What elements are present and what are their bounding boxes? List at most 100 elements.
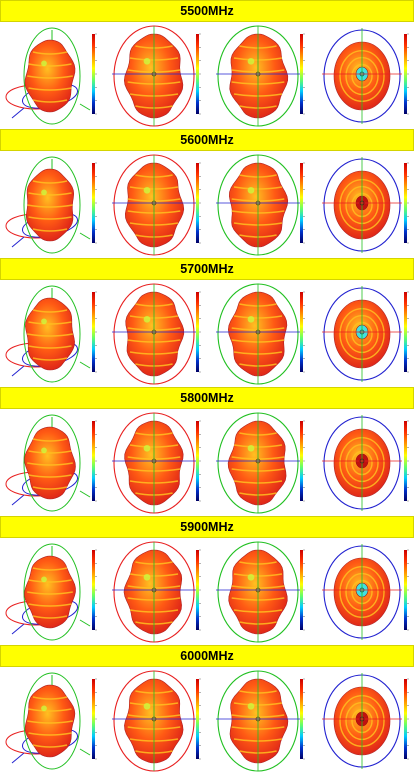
- lobe-highlight: [247, 57, 255, 65]
- lobe-ridge: [32, 180, 68, 184]
- lobe-highlight: [41, 576, 47, 583]
- colorbar-gradient: [92, 292, 95, 372]
- lobe-ridge: [28, 732, 72, 736]
- lobe-highlight: [247, 315, 255, 323]
- lobe-highlight: [143, 315, 151, 323]
- lobe-body: [24, 39, 76, 113]
- lobe-ridge: [32, 228, 68, 232]
- y-axis: [79, 232, 91, 240]
- colorbar: [196, 291, 201, 373]
- lobe-ridge: [28, 216, 72, 220]
- colorbar-gradient: [92, 421, 95, 501]
- pattern-views-svg: [5, 283, 409, 385]
- yz-plane-pattern: [216, 670, 305, 772]
- colorbar: [196, 549, 201, 631]
- colorbar-gradient: [92, 34, 95, 114]
- x-axis: [11, 752, 25, 764]
- radiation-lobe: [24, 684, 76, 758]
- xy-plane-pattern: [322, 544, 409, 640]
- colorbar: [300, 549, 305, 631]
- y-axis: [79, 748, 91, 756]
- origin-marker: [151, 458, 157, 464]
- lobe-highlight: [247, 186, 255, 194]
- origin-marker: [359, 71, 365, 77]
- colorbar-gradient: [196, 550, 199, 630]
- xy-plane-pattern: [322, 28, 409, 124]
- isometric-3d-pattern: [5, 672, 97, 770]
- lobe-ridge: [32, 696, 68, 700]
- pattern-views-svg: [5, 25, 409, 127]
- ring-yz: [23, 156, 81, 254]
- colorbar: [404, 33, 409, 115]
- y-axis: [79, 490, 91, 498]
- y-axis: [79, 619, 91, 627]
- pattern-views-row: [0, 409, 416, 516]
- colorbar-gradient: [196, 163, 199, 243]
- lobe-ridge: [27, 720, 73, 724]
- lobe-ridge: [28, 192, 72, 196]
- pattern-views-row: [0, 22, 416, 129]
- colorbar: [404, 420, 409, 502]
- frequency-label: 5500MHz: [0, 0, 414, 22]
- lobe-highlight: [41, 705, 47, 712]
- isometric-3d-pattern: [5, 285, 97, 383]
- colorbar-gradient: [300, 679, 303, 759]
- xz-plane-pattern: [112, 283, 201, 385]
- pattern-views-row: [0, 280, 416, 387]
- pattern-views-row: [0, 151, 416, 258]
- lobe-highlight: [247, 573, 255, 581]
- lobe-highlight: [41, 60, 47, 67]
- ring-yz: [23, 414, 81, 512]
- pattern-views-svg: [5, 412, 409, 514]
- x-axis: [11, 236, 25, 248]
- colorbar-gradient: [404, 163, 407, 243]
- isometric-3d-pattern: [5, 156, 97, 254]
- ring-yz: [23, 285, 81, 383]
- xy-plane-pattern: [322, 415, 409, 511]
- colorbar-gradient: [300, 421, 303, 501]
- lobe-ridge: [32, 438, 68, 442]
- colorbar-gradient: [404, 550, 407, 630]
- lobe-ridge: [32, 99, 68, 103]
- colorbar-gradient: [300, 292, 303, 372]
- radiation-lobe: [24, 555, 76, 629]
- lobe-highlight: [143, 57, 151, 65]
- lobe-highlight: [41, 447, 47, 454]
- lobe-ridge: [27, 591, 73, 595]
- frequency-label: 5800MHz: [0, 387, 414, 409]
- colorbar: [404, 162, 409, 244]
- colorbar: [196, 678, 201, 760]
- lobe-ridge: [32, 357, 68, 361]
- yz-plane-pattern: [216, 412, 305, 514]
- radiation-lobe: [24, 39, 76, 113]
- x-axis: [11, 107, 25, 119]
- lobe-ridge: [28, 63, 72, 67]
- lobe-body: [24, 684, 76, 758]
- origin-marker: [151, 71, 157, 77]
- origin-marker: [255, 329, 261, 335]
- lobe-ridge: [28, 708, 72, 712]
- origin-marker: [359, 200, 365, 206]
- xz-plane-pattern: [112, 412, 201, 514]
- ring-yz: [23, 543, 81, 641]
- origin-marker: [151, 587, 157, 593]
- colorbar: [92, 420, 97, 502]
- y-axis: [79, 361, 91, 369]
- colorbar-gradient: [196, 292, 199, 372]
- radiation-lobe: [25, 168, 75, 242]
- origin-marker: [359, 458, 365, 464]
- xy-plane-pattern: [322, 286, 409, 382]
- x-axis: [11, 365, 25, 377]
- origin-marker: [255, 458, 261, 464]
- lobe-ridge: [27, 204, 73, 208]
- lobe-highlight: [143, 186, 151, 194]
- colorbar: [92, 678, 97, 760]
- xz-plane-pattern: [112, 541, 201, 643]
- origin-marker: [359, 716, 365, 722]
- radiation-lobe: [25, 297, 75, 371]
- colorbar-gradient: [404, 34, 407, 114]
- colorbar-gradient: [196, 34, 199, 114]
- origin-marker: [359, 587, 365, 593]
- colorbar: [300, 33, 305, 115]
- xz-plane-pattern: [112, 25, 201, 127]
